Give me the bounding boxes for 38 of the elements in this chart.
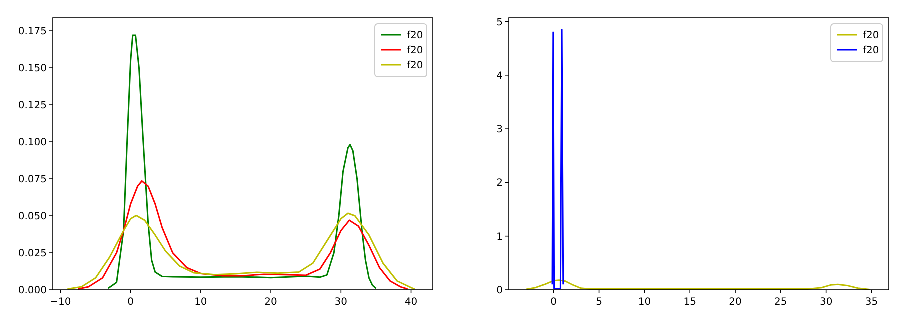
- x-tick-label: 25: [774, 297, 788, 308]
- legend-label: f20: [407, 60, 424, 72]
- x-tick-label: 0: [550, 297, 558, 308]
- y-tick-label: 3: [496, 124, 503, 136]
- y-tick-label: 0.050: [18, 212, 47, 223]
- line-series: [108, 34, 377, 290]
- x-tick-label: 5: [596, 297, 602, 308]
- y-tick-label: 5: [496, 17, 503, 28]
- x-tick-label: 20: [264, 297, 278, 308]
- x-tick-label: 15: [684, 297, 696, 308]
- y-tick-label: 0: [496, 286, 503, 296]
- y-tick-label: 0.150: [18, 64, 47, 75]
- x-tick-label: 40: [404, 297, 418, 308]
- line-series: [66, 212, 416, 290]
- line-series: [526, 280, 871, 290]
- line-series: [552, 29, 564, 290]
- line-series: [77, 180, 409, 290]
- y-tick-label: 0.125: [18, 100, 47, 112]
- y-tick-label: 2: [496, 178, 503, 190]
- y-tick-label: 0.025: [18, 248, 47, 260]
- x-tick-label: 20: [729, 297, 742, 308]
- y-tick-label: 0.000: [18, 286, 47, 296]
- y-tick-label: 1: [496, 232, 503, 243]
- x-tick-label: 0: [128, 297, 134, 308]
- legend-label: f20: [863, 46, 880, 56]
- x-tick-label: 30: [820, 297, 833, 308]
- x-tick-label: 10: [194, 297, 208, 308]
- y-tick-label: 0.100: [18, 138, 47, 149]
- x-tick-label: 10: [638, 297, 652, 308]
- legend-label: f20: [407, 46, 424, 56]
- x-tick-label: 30: [334, 297, 348, 308]
- legend-label: f20: [407, 30, 424, 42]
- legend-label: f20: [863, 30, 880, 42]
- y-tick-label: 0.075: [18, 174, 47, 186]
- y-tick-label: 4: [496, 70, 503, 82]
- x-tick-label: −10: [50, 297, 72, 308]
- y-tick-label: 0.175: [18, 26, 47, 38]
- x-tick-label: 35: [865, 297, 878, 308]
